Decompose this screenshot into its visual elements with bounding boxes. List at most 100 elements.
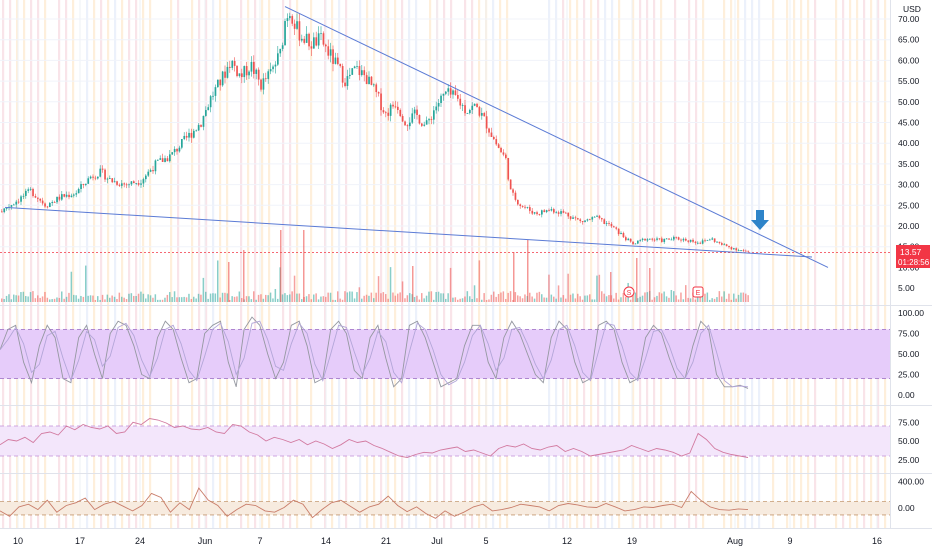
candle-body [553, 209, 555, 213]
volume-bar [740, 292, 742, 302]
volume-bar [493, 291, 495, 302]
split-marker[interactable] [623, 286, 635, 298]
volume-bar [440, 293, 442, 302]
price-axis[interactable]: USD [890, 0, 921, 528]
price-tick-label: 5.00 [898, 283, 915, 293]
candle-body [337, 57, 339, 64]
volume-bar [661, 293, 663, 302]
candle-body [737, 250, 740, 252]
stochastic-pane[interactable] [0, 316, 890, 389]
session-stripe [842, 0, 845, 528]
earnings-marker[interactable] [692, 286, 704, 298]
candle-body [440, 95, 442, 104]
session-stripe [289, 0, 292, 528]
trendlines[interactable] [4, 6, 829, 268]
session-stripe [856, 0, 859, 528]
candle-body [253, 61, 255, 74]
trendline[interactable] [284, 6, 829, 268]
candle-body [207, 107, 210, 111]
session-stripe [702, 0, 705, 528]
candle-body [68, 194, 70, 198]
session-stripe [471, 0, 474, 528]
session-stripe [548, 0, 551, 528]
volume-bar [435, 292, 437, 302]
volume-bar [253, 291, 255, 302]
candle-body [394, 106, 397, 108]
volume-bar [118, 292, 121, 302]
indicator-tick-label: 50.00 [898, 436, 920, 446]
session-stripe [72, 0, 75, 528]
candle-body [545, 210, 548, 213]
volume-bar [519, 296, 521, 302]
candle-body [536, 212, 538, 215]
session-stripe [394, 0, 397, 528]
volume-bar [293, 275, 296, 302]
candle-body [279, 48, 282, 54]
candle-body [586, 219, 589, 221]
session-stripe [758, 0, 761, 528]
down-arrow-icon[interactable] [751, 210, 769, 230]
volume-bar [327, 292, 329, 302]
candle-body [500, 147, 502, 153]
candle-body [149, 170, 152, 172]
volume-bar [228, 262, 230, 302]
candle-body [365, 75, 368, 85]
volume-bar [644, 292, 646, 302]
candle-body [34, 196, 37, 198]
candle-body [613, 226, 615, 228]
rsi-pane[interactable] [0, 418, 890, 458]
volume-bar [41, 296, 44, 302]
candle-body [591, 217, 594, 220]
volume-bar [598, 274, 601, 302]
date-tick-label: 7 [257, 536, 262, 546]
trendline[interactable] [4, 206, 813, 258]
volume-bar [481, 299, 483, 302]
candle-body [142, 179, 145, 184]
session-stripe [366, 0, 369, 528]
session-stripe [247, 0, 250, 528]
candle-body [531, 210, 534, 214]
volume-bar [346, 292, 349, 302]
volume-bar [13, 294, 15, 302]
volume-bar [721, 296, 723, 302]
volume-bar [382, 292, 385, 302]
session-stripe [877, 0, 880, 528]
candle-body [526, 207, 529, 208]
volume-bar [601, 291, 603, 302]
candle-body [473, 103, 476, 106]
candle-body [490, 132, 493, 137]
candle-body [639, 239, 642, 241]
volume-bar [133, 295, 135, 302]
volume-bar [397, 293, 399, 302]
volume-bar [442, 293, 445, 302]
session-stripe [807, 0, 810, 528]
volume-bar [29, 292, 32, 302]
volume-bar [711, 298, 713, 302]
price-tick-label: 35.00 [898, 159, 920, 169]
cci-pane[interactable] [0, 487, 890, 519]
candle-body [325, 44, 327, 47]
down-arrow-annotation[interactable] [751, 210, 769, 230]
candle-body [661, 238, 663, 242]
bar-countdown: 01:28:56 [898, 258, 930, 267]
candle-body [202, 115, 205, 127]
candle-body [241, 73, 243, 78]
volume-bar [56, 297, 58, 302]
candle-body [56, 196, 58, 203]
volume-bar [692, 292, 694, 302]
date-tick-label: 24 [135, 536, 145, 546]
volume-bar [718, 291, 721, 302]
session-stripe [331, 0, 334, 528]
candle-body [80, 184, 82, 190]
date-tick-label: 9 [787, 536, 792, 546]
candle-body [687, 240, 690, 242]
candle-body [219, 79, 222, 86]
volume-bar [603, 293, 605, 302]
price-tick-label: 30.00 [898, 180, 920, 190]
time-axis[interactable]: 10 17 24 Jun 7 14 21 Jul 5 12 19 Aug 9 16 [13, 536, 882, 546]
volume-bar [255, 299, 257, 302]
session-stripe [499, 0, 502, 528]
